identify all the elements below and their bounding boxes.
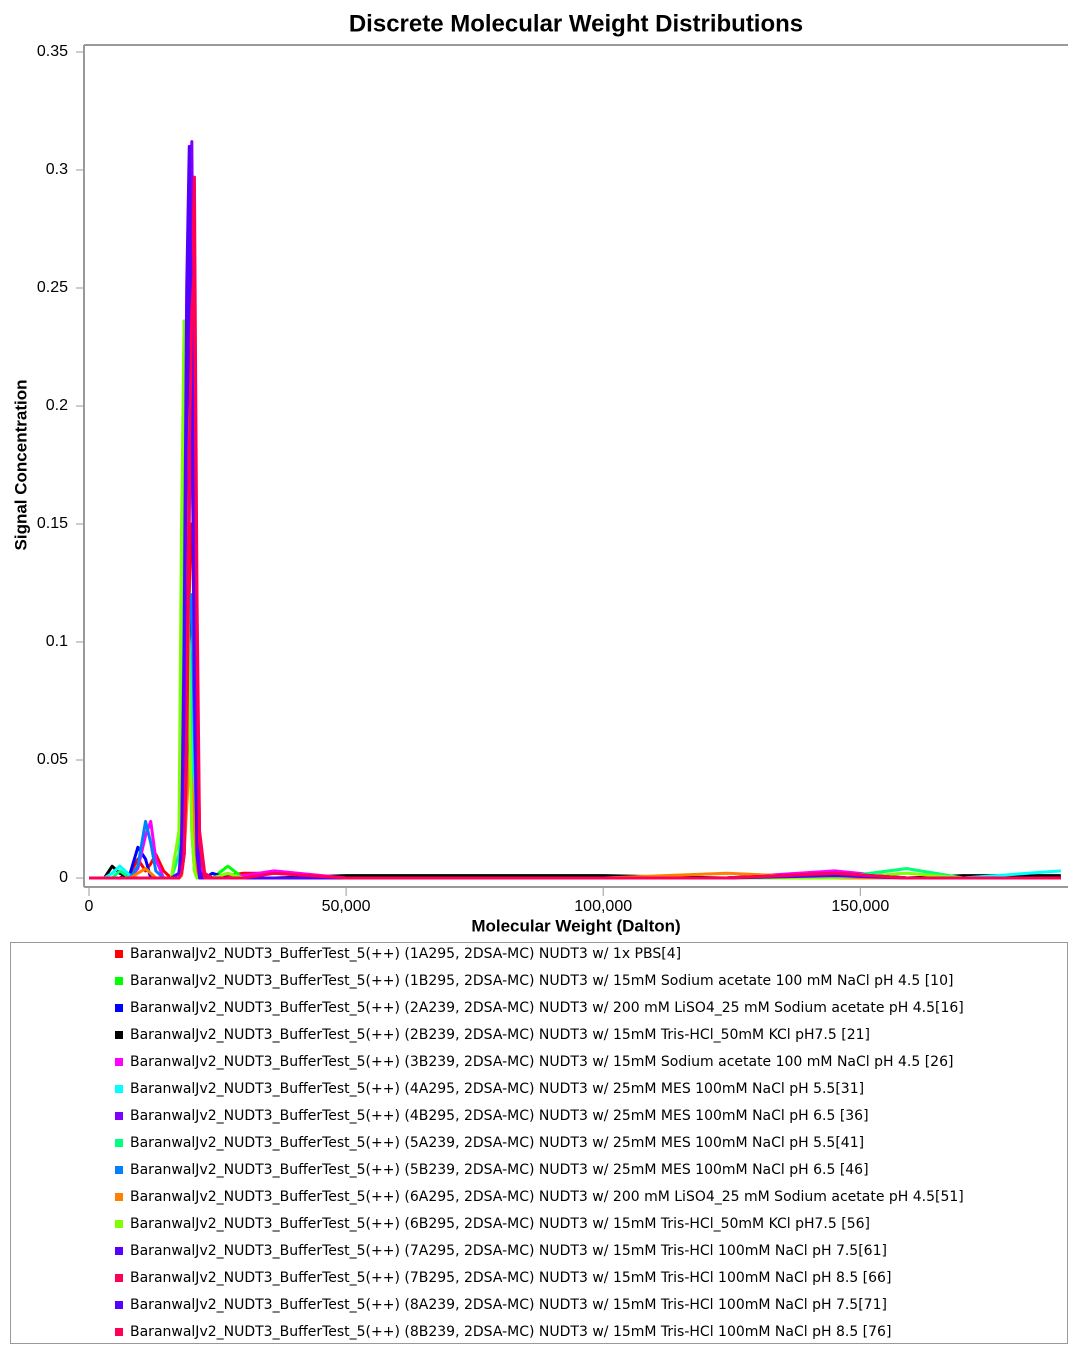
series-line	[89, 262, 1061, 880]
chart-title: Discrete Molecular Weight Distributions	[349, 10, 803, 37]
legend-marker	[115, 1328, 123, 1336]
y-tick-label: 0.3	[46, 161, 68, 178]
y-tick-label: 0.15	[37, 515, 68, 532]
y-axis-label: Signal Concentration	[11, 380, 30, 551]
legend-label: BaranwalJv2_NUDT3_BufferTest_5(++) (1B29…	[130, 973, 953, 989]
series-line	[89, 593, 1061, 880]
legend-label: BaranwalJv2_NUDT3_BufferTest_5(++) (7A29…	[130, 1243, 887, 1259]
series-line	[89, 175, 1061, 880]
y-tick-label: 0.2	[46, 397, 68, 414]
legend-marker	[115, 1031, 123, 1039]
legend-marker	[115, 1166, 123, 1174]
series-line	[89, 593, 1061, 880]
legend-marker	[115, 1085, 123, 1093]
legend-label: BaranwalJv2_NUDT3_BufferTest_5(++) (4A29…	[130, 1081, 864, 1097]
legend-marker	[115, 1139, 123, 1147]
legend-label: BaranwalJv2_NUDT3_BufferTest_5(++) (2A23…	[130, 1000, 964, 1016]
series-line	[89, 522, 1061, 880]
legend-label: BaranwalJv2_NUDT3_BufferTest_5(++) (8A23…	[130, 1297, 887, 1313]
x-tick-label: 0	[85, 898, 94, 915]
legend-label: BaranwalJv2_NUDT3_BufferTest_5(++) (7B29…	[130, 1270, 891, 1286]
legend-marker	[115, 1247, 123, 1255]
legend-label: BaranwalJv2_NUDT3_BufferTest_5(++) (2B23…	[130, 1027, 870, 1043]
x-tick-label: 50,000	[322, 898, 371, 915]
series-line	[89, 319, 1061, 880]
legend-label: BaranwalJv2_NUDT3_BufferTest_5(++) (1A29…	[130, 946, 681, 962]
legend-marker	[115, 1058, 123, 1066]
legend-marker	[115, 1301, 123, 1309]
legend-box	[10, 942, 1068, 1344]
legend-marker	[115, 1193, 123, 1201]
legend-marker	[115, 1274, 123, 1282]
series-line	[89, 319, 1061, 880]
legend-label: BaranwalJv2_NUDT3_BufferTest_5(++) (5B23…	[130, 1162, 869, 1178]
series-line	[89, 251, 1061, 880]
legend-label: BaranwalJv2_NUDT3_BufferTest_5(++) (6A29…	[130, 1189, 964, 1205]
legend-marker	[115, 977, 123, 985]
series-line	[89, 640, 1061, 880]
y-tick-label: 0.05	[37, 751, 68, 768]
y-tick-label: 0	[59, 869, 68, 886]
legend-marker	[115, 1004, 123, 1012]
legend-label: BaranwalJv2_NUDT3_BufferTest_5(++) (5A23…	[130, 1135, 864, 1151]
legend-label: BaranwalJv2_NUDT3_BufferTest_5(++) (8B23…	[130, 1324, 891, 1340]
legend-marker	[115, 1220, 123, 1228]
legend-label: BaranwalJv2_NUDT3_BufferTest_5(++) (4B29…	[130, 1108, 869, 1124]
series-line	[89, 758, 1061, 880]
legend-marker	[115, 950, 123, 958]
series-line	[89, 262, 1061, 880]
series-line	[89, 404, 1061, 880]
x-tick-label: 100,000	[574, 898, 632, 915]
series-line	[89, 357, 1061, 880]
legend-marker	[115, 1112, 123, 1120]
legend-label: BaranwalJv2_NUDT3_BufferTest_5(++) (3B23…	[130, 1054, 953, 1070]
y-tick-label: 0.25	[37, 279, 68, 296]
y-tick-label: 0.35	[37, 43, 68, 60]
legend-label: BaranwalJv2_NUDT3_BufferTest_5(++) (6B29…	[130, 1216, 870, 1232]
series-line	[89, 140, 1061, 880]
x-tick-label: 150,000	[831, 898, 889, 915]
x-axis-label: Molecular Weight (Dalton)	[471, 916, 680, 935]
y-tick-label: 0.1	[46, 633, 68, 650]
series-line	[89, 144, 1061, 880]
